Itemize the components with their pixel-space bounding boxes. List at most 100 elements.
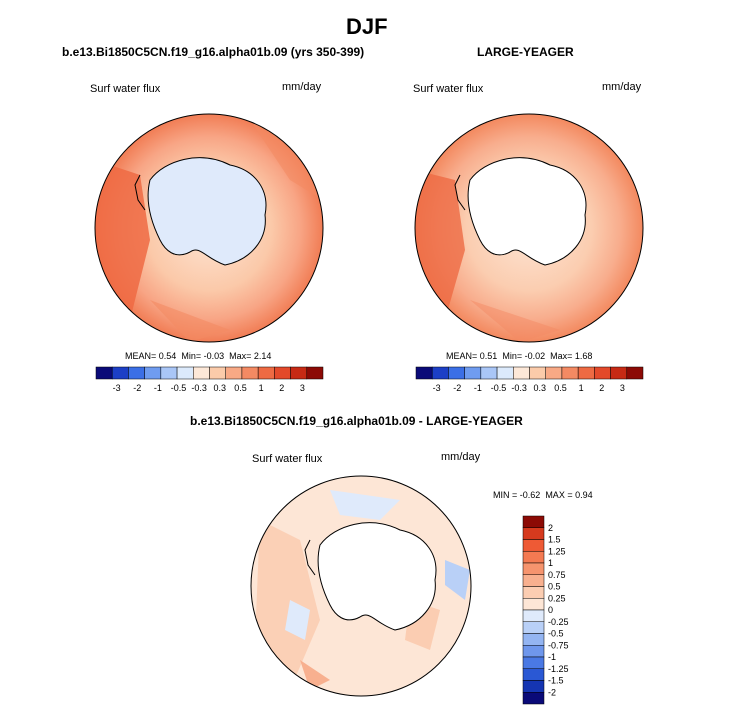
colorbar-right-swatch	[577, 366, 595, 380]
colorbar-left-swatch	[176, 366, 194, 380]
min-label: Min=	[502, 351, 523, 361]
colorbar-right-tick-label: -2	[453, 383, 461, 393]
min-value: -0.02	[524, 351, 546, 361]
min-value: -0.62	[519, 490, 541, 500]
colorbar-diff-tick-label: -0.75	[548, 640, 569, 650]
min-label: MIN =	[493, 490, 518, 500]
colorbar-right-swatch	[561, 366, 579, 380]
colorbar-right: -3 -2 -1 -0.5 -0.3 0.3 0.5 1 2 3	[415, 366, 644, 393]
colorbar-left-tick-label: 3	[300, 383, 305, 393]
left-high-region	[150, 300, 230, 342]
panel-right-title: LARGE-YEAGER	[477, 45, 574, 59]
colorbar-right-swatch	[594, 366, 611, 380]
diff-negative-region	[330, 490, 400, 520]
panel-left-variable: Surf water flux	[90, 83, 161, 95]
diff-antarctica	[317, 522, 437, 631]
colorbar-diff-swatch	[522, 692, 545, 705]
colorbar-left-tick-label: -0.3	[191, 383, 207, 393]
mean-value: 0.51	[479, 351, 498, 361]
colorbar-diff-swatch	[522, 515, 545, 528]
colorbar-left-tick-label: 1	[259, 383, 264, 393]
panel-diff-title: b.e13.Bi1850C5CN.f19_g16.alpha01b.09 - L…	[190, 414, 523, 428]
colorbar-diff-swatch	[522, 539, 545, 552]
mean-label: MEAN=	[125, 351, 157, 361]
colorbar-diff-tick-label: 0.5	[548, 582, 561, 592]
colorbar-diff-tick-label: 1	[548, 558, 553, 568]
left-peninsula	[134, 174, 146, 211]
colorbar-diff-swatch	[522, 562, 545, 575]
colorbar-diff-swatch	[522, 656, 545, 669]
colorbar-right-swatch	[480, 366, 498, 380]
right-polar-map	[414, 113, 644, 343]
colorbar-left-swatch	[144, 366, 162, 380]
colorbar-left-swatch	[274, 366, 291, 380]
right-antarctica	[467, 157, 587, 266]
colorbar-diff-tick-label: 2	[548, 523, 553, 533]
colorbar-left-swatch	[128, 366, 145, 380]
mean-value: 0.54	[158, 351, 177, 361]
colorbar-diff-tick-label: -0.5	[548, 629, 564, 639]
min-value: -0.03	[203, 351, 225, 361]
colorbar-left-swatch	[257, 366, 275, 380]
colorbar-right-swatch	[545, 366, 563, 380]
diff-map-border	[250, 475, 472, 697]
colorbar-right-swatch	[513, 366, 530, 380]
panel-diff-variable: Surf water flux	[252, 453, 323, 465]
colorbar-diff-swatch	[522, 609, 545, 622]
diff-peninsula	[304, 539, 316, 576]
mean-label: MEAN=	[446, 351, 478, 361]
max-label: Max=	[229, 351, 252, 361]
colorbar-right-tick-label: 0.3	[534, 383, 547, 393]
colorbar-right-tick-label: 2	[599, 383, 604, 393]
left-polar-map	[94, 113, 324, 343]
colorbar-left-swatch	[290, 366, 308, 380]
colorbar-right-tick-label: 0.5	[554, 383, 567, 393]
colorbar-right-tick-label: 3	[620, 383, 625, 393]
colorbar-left-swatch	[209, 366, 226, 380]
max-value: 2.14	[253, 351, 272, 361]
panel-diff-units: mm/day	[441, 451, 481, 463]
max-label: Max=	[550, 351, 573, 361]
colorbar-diff-tick-label: 0.75	[548, 570, 566, 580]
colorbar-diff-tick-label: 1.25	[548, 546, 566, 556]
colorbar-right-tick-label: -3	[433, 383, 441, 393]
panel-diff-stats: MIN = -0.62 MAX = 0.94	[493, 490, 593, 500]
colorbar-left-tick-label: -0.5	[171, 383, 187, 393]
colorbar-diff-tick-label: -0.25	[548, 617, 569, 627]
colorbar-right-tick-label: -0.3	[511, 383, 527, 393]
right-peninsula	[454, 174, 466, 211]
panel-right-units: mm/day	[602, 81, 642, 93]
max-value: 1.68	[574, 351, 593, 361]
colorbar-left-tick-label: 0.3	[214, 383, 227, 393]
max-value: 0.94	[575, 490, 593, 500]
colorbar-diff-swatch	[522, 645, 545, 658]
colorbar-diff-swatch	[522, 633, 545, 646]
colorbar-diff-swatch	[522, 598, 545, 611]
colorbar-left: -3 -2 -1 -0.5 -0.3 0.3 0.5 1 2 3	[95, 366, 324, 393]
diff-positive-region	[255, 520, 320, 690]
panel-left-units: mm/day	[282, 81, 322, 93]
colorbar-right-swatch	[464, 366, 482, 380]
colorbar-right-tick-label: -1	[474, 383, 482, 393]
colorbar-diff-tick-label: -1	[548, 652, 556, 662]
diff-polar-map	[250, 475, 472, 697]
colorbar-right-swatch	[529, 366, 546, 380]
right-high-region	[470, 300, 560, 342]
left-map-border	[94, 113, 324, 343]
colorbar-diff-swatch	[522, 668, 545, 681]
colorbar-diff-tick-label: -2	[548, 687, 556, 697]
colorbar-diff-tick-label: 0	[548, 605, 553, 615]
colorbar-right-swatch	[610, 366, 628, 380]
panel-left-stats: MEAN= 0.54 Min= -0.03 Max= 2.14	[125, 351, 271, 361]
colorbar-left-swatch	[160, 366, 178, 380]
colorbar-diff-tick-label: -1.25	[548, 664, 569, 674]
colorbar-right-swatch	[626, 366, 644, 380]
colorbar-diff-swatch	[522, 551, 545, 564]
colorbar-left-swatch	[111, 366, 129, 380]
colorbar-left-swatch	[193, 366, 210, 380]
colorbar-diff: 2 1.51.25 1 0.75 0.50.25 0 -0.25 -0.5-0.75 -1 -1.…	[522, 515, 569, 705]
colorbar-diff-tick-label: -1.5	[548, 676, 564, 686]
diff-negative-region	[445, 560, 470, 600]
colorbar-left-swatch	[95, 366, 113, 380]
